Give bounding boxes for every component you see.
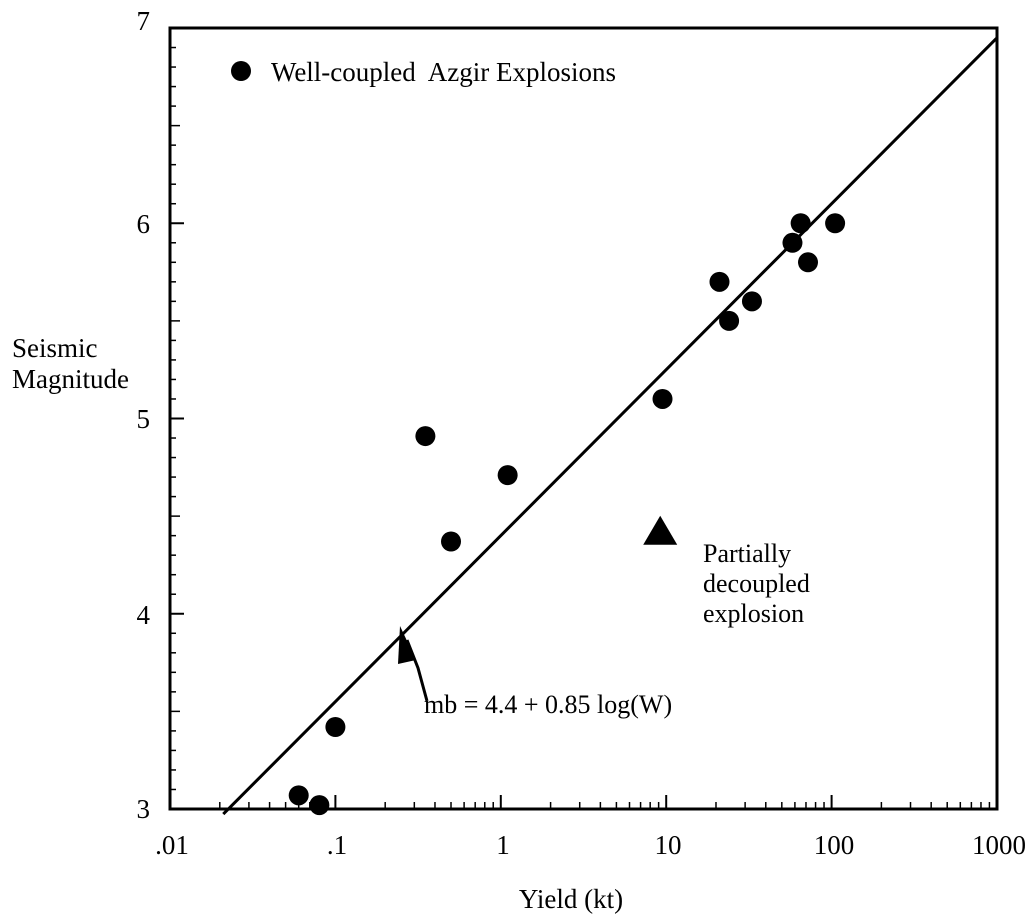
regression-line — [222, 36, 999, 816]
fit-line — [222, 36, 999, 816]
data-point-circle — [415, 426, 436, 447]
x-tick-label: 100 — [814, 830, 855, 860]
data-point-circle — [309, 795, 330, 816]
legend-circle-marker — [231, 61, 251, 81]
equation-label: mb = 4.4 + 0.85 log(W) — [424, 690, 672, 719]
data-point-triangle — [643, 515, 678, 545]
equation-annotation: mb = 4.4 + 0.85 log(W) — [398, 626, 672, 719]
data-point-circle — [825, 213, 846, 234]
y-tick-label: 6 — [137, 209, 151, 239]
data-point-circle — [325, 716, 346, 737]
annotation-line: explosion — [703, 599, 804, 628]
y-tick-label: 5 — [137, 404, 151, 434]
y-tick-labels: 7 6 5 4 3 — [137, 6, 151, 824]
data-point-circle — [798, 252, 819, 273]
y-axis-title-line1: Seismic — [12, 333, 98, 363]
axis-ticks — [169, 27, 998, 810]
x-axis-title: Yield (kt) — [519, 884, 623, 914]
annotation-line: decoupled — [703, 569, 810, 598]
x-tick-label: .01 — [155, 830, 189, 860]
legend: Well-coupled Azgir Explosions — [231, 57, 616, 87]
decoupled-annotation: Partially decoupled explosion — [703, 539, 810, 628]
x-tick-label: 1000 — [972, 830, 1026, 860]
data-points — [288, 213, 846, 816]
data-point-circle — [288, 785, 309, 806]
data-point-circle — [719, 310, 740, 331]
x-tick-label: .1 — [327, 830, 347, 860]
y-tick-label: 3 — [137, 794, 151, 824]
data-point-circle — [790, 213, 811, 234]
data-point-circle — [441, 531, 462, 552]
data-point-circle — [709, 271, 730, 292]
equation-arrow-head — [398, 626, 416, 664]
y-tick-label: 7 — [137, 6, 151, 36]
data-point-circle — [782, 232, 803, 253]
data-point-circle — [497, 465, 518, 486]
x-tick-labels: .01 .1 1 10 100 1000 — [155, 830, 1026, 860]
data-point-circle — [652, 388, 673, 409]
legend-label: Well-coupled Azgir Explosions — [271, 57, 616, 87]
data-point-circle — [741, 291, 762, 312]
x-tick-label: 1 — [496, 830, 510, 860]
y-axis-title-line2: Magnitude — [12, 364, 129, 394]
annotation-line: Partially — [703, 539, 791, 568]
x-tick-label: 10 — [655, 830, 682, 860]
y-tick-label: 4 — [137, 600, 151, 630]
